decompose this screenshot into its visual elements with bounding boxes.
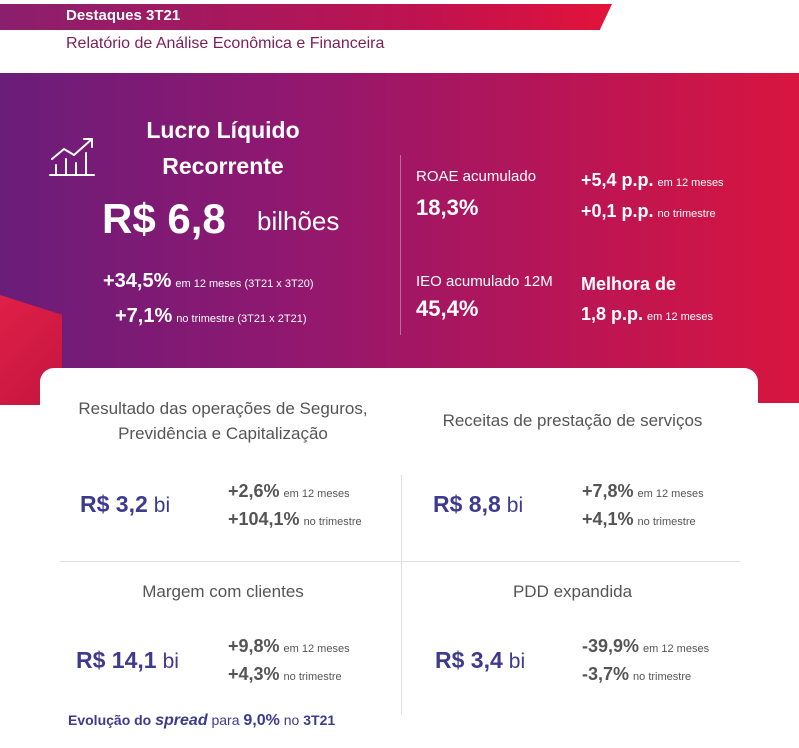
hero-delta-12m-suffix: em 12 meses (3T21 x 3T20) (175, 278, 314, 290)
hero-delta-12m-value: +34,5% (103, 270, 172, 292)
seguros-delta-12m-value: +2,6% (228, 481, 280, 501)
hero-delta-tri-value: +7,1% (115, 305, 173, 327)
hero-delta-12m: +34,5% em 12 meses (3T21 x 3T20) (103, 270, 314, 293)
spread-footer-spread: spread (155, 712, 208, 729)
seguros-value-unit: bi (153, 494, 171, 517)
hero-panel (0, 73, 799, 403)
ieo-value: 45,4% (416, 296, 479, 321)
margem-value: R$ 14,1 bi (76, 647, 179, 674)
margem-delta-12m-value: +9,8% (228, 636, 280, 656)
spread-footer-value: 9,0% (243, 712, 280, 729)
hero-label-line1: Lucro Líquido (146, 117, 300, 143)
pdd-value: R$ 3,4 bi (435, 647, 525, 674)
roae-delta-12m-value: +5,4 p.p. (581, 170, 654, 190)
receitas-title: Receitas de prestação de serviços (442, 411, 703, 430)
margem-value-unit: bi (162, 650, 179, 673)
header-title: Destaques 3T21 (66, 7, 181, 24)
indicators-card (40, 368, 758, 748)
roae-delta-tri-value: +0,1 p.p. (581, 201, 654, 221)
ieo-label: IEO acumulado 12M (416, 273, 553, 290)
pdd-delta-tri-suffix: no trimestre (633, 671, 692, 683)
seguros-delta-tri-value: +104,1% (228, 509, 300, 529)
spread-footer-part3: no (283, 712, 300, 728)
pdd-title: PDD expandida (512, 582, 633, 601)
receitas-delta-tri: +4,1% no trimestre (582, 509, 696, 530)
margem-title: Margem com clientes (142, 582, 304, 601)
receitas-delta-tri-suffix: no trimestre (637, 516, 696, 528)
ieo-delta-line1: Melhora de (581, 274, 677, 294)
hero-divider (400, 155, 401, 335)
pdd-value-unit: bi (508, 650, 526, 673)
header-subtitle: Relatório de Análise Econômica e Finance… (66, 35, 385, 52)
margem-delta-12m: +9,8% em 12 meses (228, 636, 350, 657)
pdd-delta-12m-value: -39,9% (582, 636, 640, 656)
pdd-delta-12m: -39,9% em 12 meses (582, 636, 709, 657)
seguros-value-amount: R$ 3,2 (80, 491, 148, 517)
header-band (0, 4, 612, 30)
pdd-delta-tri: -3,7% no trimestre (582, 664, 691, 685)
receitas-delta-12m-value: +7,8% (582, 481, 634, 501)
roae-delta-12m-suffix: em 12 meses (657, 177, 724, 189)
receitas-delta-12m-suffix: em 12 meses (637, 488, 704, 500)
spread-footer: Evolução do spread para 9,0% no 3T21 (68, 712, 335, 730)
receitas-delta-12m: +7,8% em 12 meses (582, 481, 704, 502)
spread-footer-period: 3T21 (303, 712, 336, 728)
seguros-delta-tri: +104,1% no trimestre (228, 509, 362, 530)
margem-value-amount: R$ 14,1 (76, 647, 157, 673)
roae-delta-tri: +0,1 p.p. no trimestre (581, 201, 716, 222)
growth-chart-icon (49, 138, 95, 176)
card-vertical-divider (401, 475, 402, 715)
margem-delta-tri-value: +4,3% (228, 664, 280, 684)
hero-value: R$ 6,8 (102, 195, 226, 242)
seguros-delta-12m-suffix: em 12 meses (283, 488, 350, 500)
receitas-value-unit: bi (506, 494, 524, 517)
receitas-value: R$ 8,8 bi (433, 491, 523, 518)
pdd-delta-tri-value: -3,7% (582, 664, 630, 684)
pdd-value-amount: R$ 3,4 (435, 647, 503, 673)
roae-delta-tri-suffix: no trimestre (657, 208, 716, 220)
hero-delta-tri: +7,1% no trimestre (3T21 x 2T21) (115, 305, 306, 328)
receitas-value-amount: R$ 8,8 (433, 491, 501, 517)
margem-delta-12m-suffix: em 12 meses (283, 643, 350, 655)
seguros-title-line2: Previdência e Capitalização (118, 424, 328, 443)
seguros-title: Resultado das operações de Seguros, Prev… (48, 396, 398, 446)
ieo-delta-value: 1,8 p.p. (581, 304, 644, 324)
seguros-delta-tri-suffix: no trimestre (303, 516, 362, 528)
roae-label: ROAE acumulado (416, 168, 537, 185)
pdd-delta-12m-suffix: em 12 meses (643, 643, 710, 655)
receitas-delta-tri-value: +4,1% (582, 509, 634, 529)
ieo-delta: 1,8 p.p. em 12 meses (581, 304, 713, 325)
card-horizontal-divider (60, 561, 740, 562)
ieo-delta-suffix: em 12 meses (647, 311, 714, 323)
seguros-title-line1: Resultado das operações de Seguros, (78, 399, 368, 418)
hero-delta-tri-suffix: no trimestre (3T21 x 2T21) (176, 313, 307, 325)
roae-delta-12m: +5,4 p.p. em 12 meses (581, 170, 724, 191)
margem-delta-tri-suffix: no trimestre (283, 671, 342, 683)
seguros-delta-12m: +2,6% em 12 meses (228, 481, 350, 502)
roae-value: 18,3% (416, 195, 479, 220)
hero-label-line2: Recorrente (162, 153, 284, 179)
seguros-value: R$ 3,2 bi (80, 491, 170, 518)
spread-footer-part1: Evolução do (68, 712, 152, 728)
margem-delta-tri: +4,3% no trimestre (228, 664, 342, 685)
hero-unit: bilhões (257, 206, 340, 236)
spread-footer-part2: para (211, 712, 240, 728)
